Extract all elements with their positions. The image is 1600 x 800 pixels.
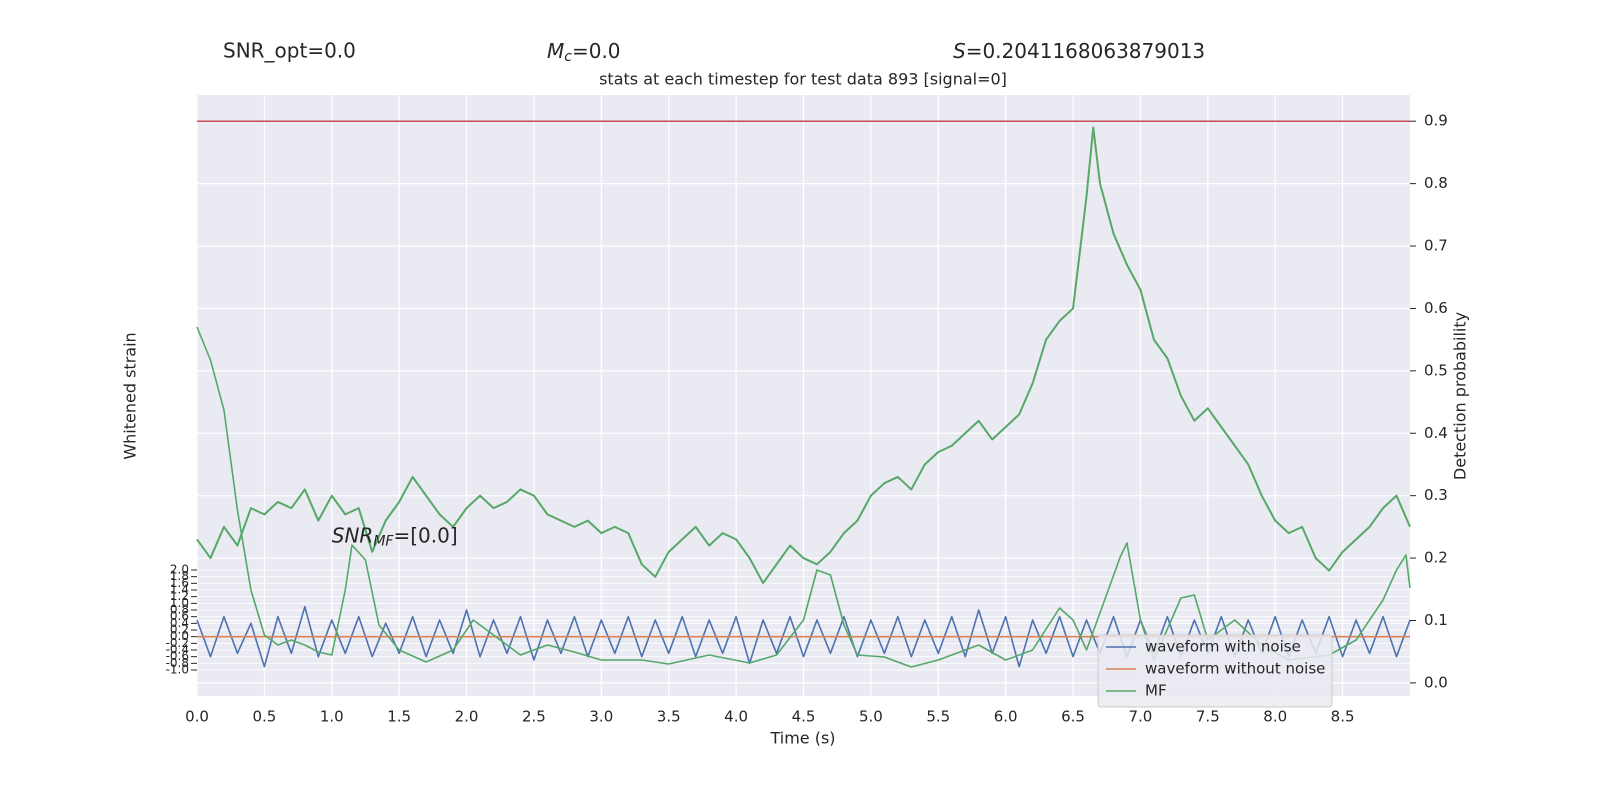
x-tick-label: 0.0 xyxy=(185,708,209,726)
legend-label: waveform without noise xyxy=(1145,660,1325,678)
y-tick-label: 0.4 xyxy=(170,616,189,630)
y2-tick-label: 0.8 xyxy=(1424,174,1448,192)
y2-tick-label: 0.6 xyxy=(1424,299,1448,317)
y-tick-label: 1.8 xyxy=(170,569,189,583)
y-tick-label: 2.0 xyxy=(170,563,189,577)
stat-s: S=0.2041168063879013 xyxy=(953,39,1205,63)
x-tick-label: 5.5 xyxy=(926,708,950,726)
y-tick-label: 0.8 xyxy=(170,603,189,617)
stat-symbol: M xyxy=(547,39,564,63)
y2-tick-label: 0.2 xyxy=(1424,549,1448,567)
y-tick-label: 0.6 xyxy=(170,609,189,623)
series-line xyxy=(196,126,1411,585)
y-axis-label: Whitened strain xyxy=(121,332,140,459)
y2-tick-label: 0.0 xyxy=(1424,673,1448,691)
x-tick-label: 1.0 xyxy=(320,708,344,726)
y-tick-label: 1.2 xyxy=(170,589,189,603)
y-tick-label: 1.6 xyxy=(170,576,189,590)
x-tick-label: 6.0 xyxy=(994,708,1018,726)
y-tick-label: -0.8 xyxy=(166,656,189,670)
x-tick-label: 3.0 xyxy=(589,708,613,726)
x-tick-label: 7.5 xyxy=(1196,708,1220,726)
stat-mc: Mc=0.0 xyxy=(547,39,621,66)
y2-tick-label: 0.9 xyxy=(1424,112,1448,130)
x-tick-label: 1.5 xyxy=(387,708,411,726)
annotation-subscript: MF xyxy=(373,534,394,550)
series-line xyxy=(196,326,1411,668)
x-tick-label: 4.0 xyxy=(724,708,748,726)
stat-symbol: S xyxy=(953,39,966,63)
x-tick-label: 8.0 xyxy=(1263,708,1287,726)
y-tick-label: -0.4 xyxy=(166,643,189,657)
x-tick-label: 0.5 xyxy=(252,708,276,726)
x-tick-label: 4.5 xyxy=(792,708,816,726)
x-tick-label: 7.0 xyxy=(1129,708,1153,726)
legend-label: MF xyxy=(1145,682,1167,700)
y2-tick-label: 0.1 xyxy=(1424,611,1448,629)
y-tick-label: -1.0 xyxy=(166,663,189,677)
legend: waveform with noise waveform without nois… xyxy=(1097,634,1333,708)
legend-box xyxy=(1097,634,1333,708)
stat-value: =0.0 xyxy=(572,39,621,63)
ticks: 0.0 0.5 1.0 1.5 2.0 2.5 3.0 3.5 4.0 4.5 5.0 5.5 6.0 6… xyxy=(166,112,1448,726)
y2-axis-label: Detection probability xyxy=(1451,312,1470,480)
x-tick-label: 3.5 xyxy=(657,708,681,726)
stat-snr-opt: SNR_opt=0.0 xyxy=(223,39,356,63)
legend-label: waveform with noise xyxy=(1145,638,1301,656)
x-tick-label: 5.0 xyxy=(859,708,883,726)
x-tick-label: 2.0 xyxy=(455,708,479,726)
y-tick-label: 0.0 xyxy=(170,629,189,643)
y2-tick-label: 0.3 xyxy=(1424,486,1448,504)
x-axis-label: Time (s) xyxy=(769,729,835,748)
y-tick-label: -0.2 xyxy=(166,636,189,650)
y2-tick-label: 0.4 xyxy=(1424,424,1448,442)
stat-value: =0.2041168063879013 xyxy=(966,39,1205,63)
annotation-value: =[0.0] xyxy=(393,523,457,547)
x-tick-label: 6.5 xyxy=(1061,708,1085,726)
y-tick-label: 0.2 xyxy=(170,623,189,637)
y-tick-label: 1.4 xyxy=(170,583,189,597)
x-tick-label: 2.5 xyxy=(522,708,546,726)
y-tick-label: -0.6 xyxy=(166,649,189,663)
grid xyxy=(196,95,1410,696)
annotation: SNRMF=[0.0] xyxy=(332,523,458,550)
stat-subscript: c xyxy=(564,49,572,65)
annotation-symbol: SNR xyxy=(332,523,374,547)
y2-tick-label: 0.5 xyxy=(1424,361,1448,379)
x-tick-label: 8.5 xyxy=(1331,708,1355,726)
y-tick-label: 1.0 xyxy=(170,596,189,610)
chart-title: stats at each timestep for test data 893… xyxy=(599,70,1007,89)
y2-tick-label: 0.7 xyxy=(1424,237,1448,255)
